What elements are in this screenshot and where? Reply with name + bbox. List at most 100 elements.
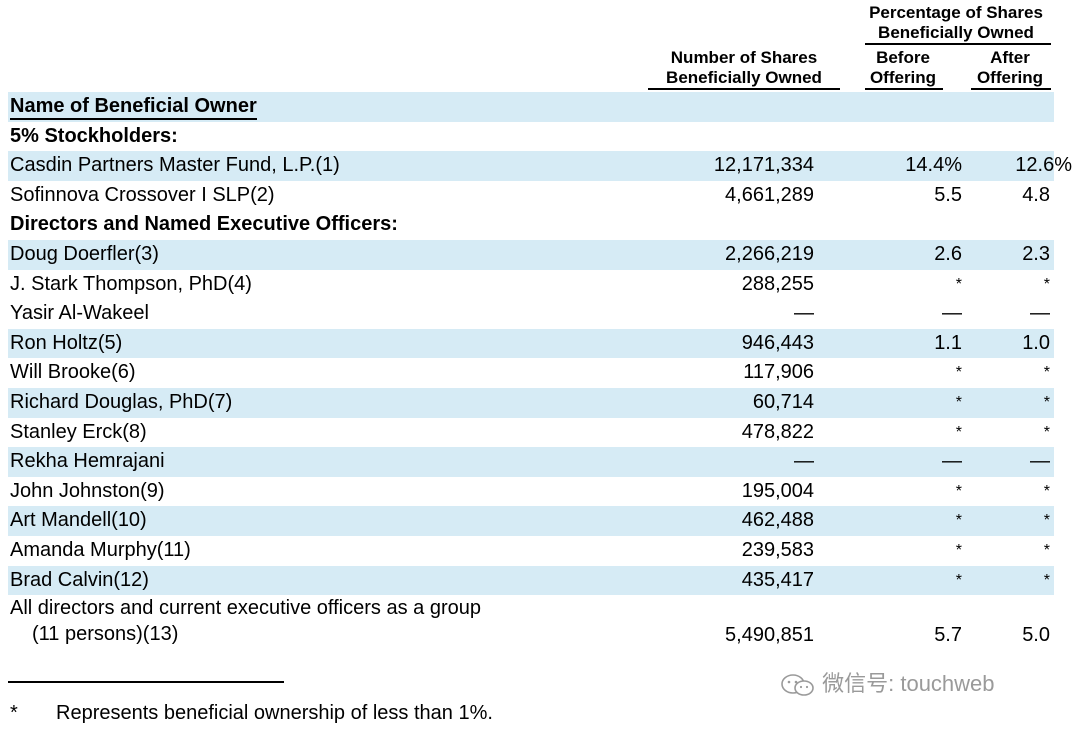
after-value: * (1043, 482, 1050, 500)
group-total-row: All directors and current executive offi… (8, 595, 1054, 650)
before-value: * (955, 364, 962, 382)
after-value: 4.8 (1022, 183, 1050, 206)
after-header-underline (971, 88, 1051, 90)
shares-header-underline (648, 88, 840, 90)
footnote-symbol: * (10, 702, 18, 724)
table-row: Amanda Murphy(11) 239,583 * * (8, 536, 1054, 566)
table-row: Sofinnova Crossover I SLP(2) 4,661,289 5… (8, 181, 1054, 211)
table-row: Casdin Partners Master Fund, L.P.(1) 12,… (8, 151, 1072, 181)
section-five-pct-row: 5% Stockholders: (8, 122, 1054, 152)
table-row: J. Stark Thompson, PhD(4) 288,255 * * (8, 270, 1054, 300)
shares-value: 117,906 (743, 361, 814, 384)
after-value: * (1043, 364, 1050, 382)
shares-value: 946,443 (741, 331, 814, 354)
group-name-line2: (11 persons)(13) (32, 623, 179, 646)
after-value: * (1043, 275, 1050, 293)
before-value: — (942, 450, 962, 473)
shares-value: — (794, 302, 814, 325)
before-value: 14.4% (905, 154, 962, 177)
section-directors-label: Directors and Named Executive Officers: (10, 213, 398, 236)
before-offering-header: Before Offering (862, 48, 944, 88)
footnote: * Represents beneficial ownership of less… (10, 700, 493, 726)
owner-name: Brad Calvin(12) (10, 568, 149, 591)
owner-name: Will Brooke(6) (10, 361, 136, 384)
after-value: * (1043, 541, 1050, 559)
group-shares-value: 5,490,851 (725, 624, 814, 647)
shares-value: 4,661,289 (725, 183, 814, 206)
table-row: Yasir Al-Wakeel — — — (8, 299, 1054, 329)
table-row: Stanley Erck(8) 478,822 * * (8, 418, 1054, 448)
table-row: Art Mandell(10) 462,488 * * (8, 506, 1054, 536)
table-row: John Johnston(9) 195,004 * * (8, 477, 1054, 507)
before-value: 5.5 (934, 183, 962, 206)
before-value: * (955, 275, 962, 293)
before-header-underline (865, 88, 943, 90)
before-value: * (955, 393, 962, 411)
owner-name: Art Mandell(10) (10, 509, 147, 532)
owner-name: Sofinnova Crossover I SLP(2) (10, 183, 275, 206)
after-value: 2.3 (1022, 242, 1050, 265)
shares-value: 195,004 (741, 479, 814, 502)
beneficial-ownership-table: Name of Beneficial Owner 5% Stockholders… (8, 92, 1072, 650)
after-value: — (1030, 450, 1050, 473)
shares-value: 435,417 (741, 568, 814, 591)
owner-header-row: Name of Beneficial Owner (8, 92, 1054, 122)
owner-name: Yasir Al-Wakeel (10, 302, 149, 325)
footnote-text: Represents beneficial ownership of less … (56, 702, 493, 724)
shares-value: 239,583 (741, 538, 814, 561)
group-before-value: 5.7 (934, 624, 962, 647)
owner-name: Rekha Hemrajani (10, 450, 165, 473)
before-header-line2: Offering (869, 68, 937, 87)
after-value: 1.0 (1022, 331, 1050, 354)
shares-value: 462,488 (741, 509, 814, 532)
table-row: Rekha Hemrajani — — — (8, 447, 1054, 477)
group-name-line1: All directors and current executive offi… (10, 597, 481, 620)
group-after-value: 5.0 (1022, 624, 1050, 647)
before-header-line1: Before (876, 48, 930, 67)
owner-name: J. Stark Thompson, PhD(4) (10, 272, 252, 295)
owner-name: Amanda Murphy(11) (10, 538, 191, 561)
owner-column-header: Name of Beneficial Owner (10, 94, 257, 120)
footnote-separator (8, 681, 284, 683)
pct-group-header-line2: Beneficially Owned (878, 23, 1034, 42)
shares-value: 60,714 (752, 390, 814, 413)
before-value: 2.6 (934, 242, 962, 265)
section-five-pct-label: 5% Stockholders: (10, 124, 178, 147)
before-value: * (955, 571, 962, 589)
table-row: Richard Douglas, PhD(7) 60,714 * * (8, 387, 1054, 418)
shares-value: — (794, 450, 814, 473)
owner-name: Stanley Erck(8) (10, 420, 147, 443)
table-row: Will Brooke(6) 117,906 * * (8, 358, 1054, 388)
watermark-text: 微信号: touchweb (822, 671, 995, 696)
before-value: * (955, 423, 962, 441)
pct-group-header-line1: Percentage of Shares (869, 3, 1043, 22)
owner-name: Richard Douglas, PhD(7) (10, 390, 233, 413)
shares-value: 2,266,219 (725, 242, 814, 265)
after-value: 12.6% (1015, 154, 1072, 177)
table-row: Ron Holtz(5) 946,443 1.1 1.0 (8, 328, 1054, 359)
shares-value: 288,255 (741, 272, 814, 295)
pct-group-header: Percentage of Shares Beneficially Owned (856, 3, 1056, 43)
after-header-line1: After (990, 48, 1030, 67)
shares-header-line2: Beneficially Owned (666, 68, 822, 87)
owner-name: Ron Holtz(5) (10, 331, 123, 354)
wechat-icon (780, 673, 816, 697)
after-value: * (1043, 423, 1050, 441)
after-value: * (1043, 512, 1050, 530)
shares-value: 12,171,334 (713, 154, 814, 177)
shares-header: Number of Shares Beneficially Owned (646, 48, 842, 88)
owner-name: Casdin Partners Master Fund, L.P.(1) (10, 154, 340, 177)
watermark: 微信号: touchweb (780, 670, 995, 698)
owner-name: John Johnston(9) (10, 479, 165, 502)
after-offering-header: After Offering (968, 48, 1052, 88)
before-value: * (955, 541, 962, 559)
table-row: Doug Doerfler(3) 2,266,219 2.6 2.3 (8, 239, 1054, 270)
section-directors-row: Directors and Named Executive Officers: (8, 210, 1054, 240)
before-value: * (955, 512, 962, 530)
pct-group-underline (865, 43, 1051, 45)
shares-header-line1: Number of Shares (670, 48, 818, 67)
after-value: — (1030, 302, 1050, 325)
before-value: * (955, 482, 962, 500)
after-header-line2: Offering (976, 68, 1044, 87)
table-row: Brad Calvin(12) 435,417 * * (8, 565, 1054, 596)
